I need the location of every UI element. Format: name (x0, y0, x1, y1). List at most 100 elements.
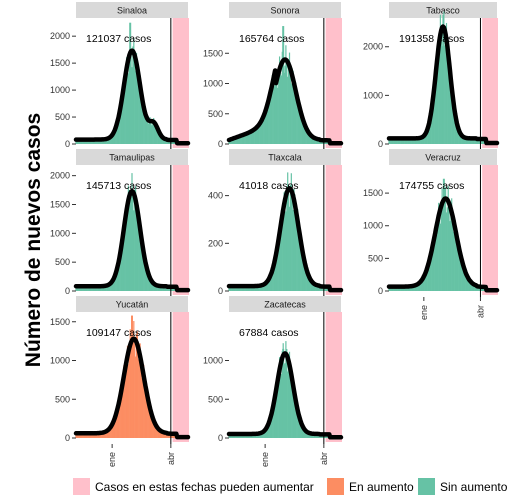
y-tick-label: 1000 (203, 356, 223, 366)
daily-case-bar (234, 286, 236, 291)
daily-case-bar (278, 68, 280, 144)
daily-case-bar (264, 112, 266, 144)
daily-case-bar (401, 137, 403, 144)
daily-case-bar (410, 137, 412, 144)
daily-case-bar (316, 139, 319, 144)
daily-case-bar (121, 395, 123, 438)
daily-case-bar (80, 433, 83, 438)
daily-case-bar (314, 434, 316, 438)
daily-case-bar (81, 140, 83, 144)
daily-case-bar (260, 433, 263, 438)
daily-case-bar (144, 118, 147, 144)
y-tick-label: 500 (55, 394, 70, 404)
daily-case-bar (245, 286, 247, 291)
daily-case-bar (279, 367, 282, 438)
daily-case-bar (298, 413, 301, 438)
daily-case-bar (144, 257, 147, 291)
daily-case-bar (293, 395, 295, 438)
daily-case-bar (234, 137, 236, 144)
daily-case-bar (432, 246, 435, 291)
daily-case-bar (399, 139, 401, 144)
daily-case-bar (118, 256, 120, 291)
daily-case-bar (111, 136, 113, 144)
daily-case-bar (307, 274, 310, 291)
daily-case-bar (79, 286, 81, 291)
daily-case-bar (163, 287, 165, 291)
daily-case-bar (253, 132, 255, 144)
daily-case-bar (158, 133, 160, 144)
daily-case-bar (465, 274, 467, 291)
daily-case-bar (445, 212, 448, 291)
daily-case-bar (469, 138, 471, 144)
daily-case-bar (85, 285, 87, 291)
daily-case-bar (150, 409, 152, 438)
daily-case-bar (397, 138, 399, 144)
total-cases-label: 67884 casos (239, 327, 299, 339)
x-tick-label: abr (475, 305, 485, 318)
daily-case-bar (145, 268, 148, 291)
daily-case-bar (416, 284, 418, 291)
daily-case-bar (419, 137, 421, 144)
daily-case-bar (292, 70, 294, 144)
daily-case-bar (249, 130, 251, 144)
facet-strip (389, 149, 497, 165)
daily-case-bar (325, 287, 328, 291)
daily-case-bar (308, 131, 310, 144)
daily-case-bar (472, 137, 474, 144)
daily-case-bar (449, 221, 451, 291)
daily-case-bar (432, 89, 435, 144)
daily-case-bar (116, 121, 118, 144)
daily-case-bar (259, 120, 261, 144)
trend-line (386, 24, 500, 146)
daily-case-bar (135, 70, 137, 144)
daily-case-bar (148, 274, 150, 291)
daily-case-bar (153, 422, 156, 438)
daily-case-bar (268, 96, 270, 144)
daily-case-bar (406, 138, 408, 144)
daily-case-bar (77, 286, 79, 291)
daily-case-bar (156, 425, 158, 438)
daily-case-bar (99, 287, 101, 291)
daily-case-bar (458, 130, 460, 144)
daily-case-bar (389, 138, 391, 144)
daily-case-bar (281, 223, 283, 291)
daily-case-bar (119, 101, 121, 144)
legend: Casos en estas fechas pueden aumentar En … (73, 478, 508, 495)
daily-case-bar (171, 140, 173, 144)
daily-case-bar (459, 133, 462, 144)
daily-case-bar (297, 208, 299, 291)
daily-case-bar (133, 321, 135, 438)
daily-case-bar (254, 128, 256, 144)
daily-case-bar (241, 285, 243, 291)
daily-case-bar (278, 239, 280, 291)
daily-case-bar (320, 140, 322, 144)
daily-case-bar (86, 287, 88, 291)
daily-case-bar (472, 284, 474, 291)
daily-case-bar (120, 390, 122, 438)
daily-case-bar (92, 286, 94, 291)
daily-case-bar (325, 286, 327, 291)
daily-case-bar (454, 117, 456, 144)
daily-case-bar (414, 137, 416, 144)
daily-case-bar (240, 137, 242, 144)
daily-case-bar (139, 75, 141, 144)
daily-case-bar (98, 286, 101, 291)
daily-case-bar (317, 139, 320, 144)
daily-case-bar (151, 279, 153, 291)
daily-case-bar (248, 131, 250, 144)
daily-case-bar (434, 88, 436, 144)
daily-case-bar (81, 433, 83, 438)
daily-case-bar (463, 265, 465, 291)
daily-case-bar (97, 432, 99, 438)
daily-case-bar (125, 57, 128, 144)
daily-case-bar (125, 376, 127, 438)
daily-case-bar (292, 209, 294, 291)
daily-case-bar (290, 173, 292, 291)
daily-case-bar (142, 372, 144, 438)
daily-case-bar (409, 139, 411, 144)
daily-case-bar (301, 251, 303, 291)
trend-line (386, 196, 500, 293)
daily-case-bar (290, 83, 292, 144)
daily-case-bar (150, 119, 152, 144)
